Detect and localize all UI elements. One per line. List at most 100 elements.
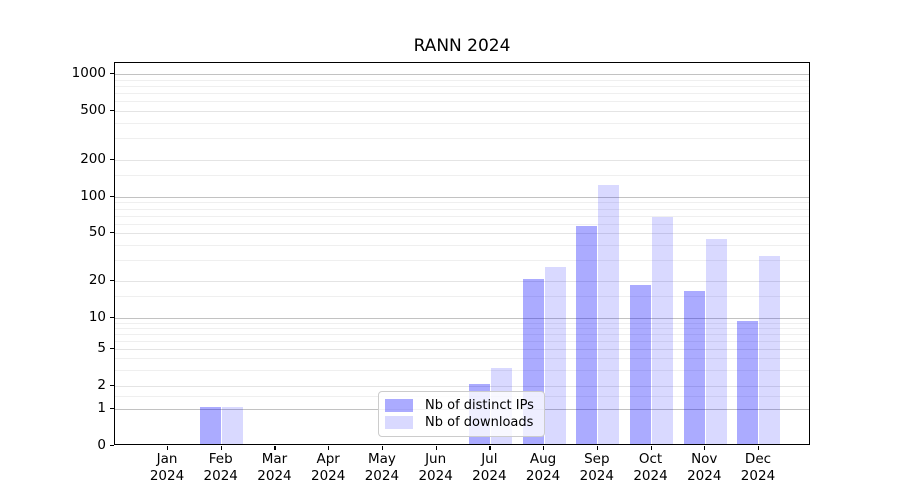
y-tick-label: 1	[97, 400, 106, 416]
x-tick-label-dec: Dec 2024	[716, 451, 800, 485]
gridline-minor	[115, 369, 809, 371]
x-tick-month: May	[367, 451, 396, 467]
x-tick-mark	[167, 446, 169, 450]
x-tick-year: 2024	[633, 468, 668, 484]
x-tick-mark	[757, 446, 760, 450]
gridline-minor	[115, 259, 809, 261]
bar-dec-downloads	[759, 256, 781, 444]
gridline-minor	[115, 85, 809, 87]
x-tick-year: 2024	[149, 468, 185, 484]
y-tick-label: 50	[88, 224, 106, 240]
gridline	[115, 160, 809, 161]
gridline-minor	[115, 122, 809, 124]
gridline-minor	[115, 244, 809, 246]
gridline	[115, 233, 809, 234]
x-tick-year: 2024	[203, 468, 238, 484]
x-tick-mark	[704, 446, 706, 450]
x-tick-mark	[220, 446, 222, 450]
y-tick-label: 20	[88, 272, 106, 288]
x-tick-year: 2024	[525, 468, 561, 484]
gridline-minor	[115, 138, 809, 140]
x-tick-month: Dec	[744, 451, 772, 467]
x-tick-mark	[489, 446, 491, 450]
y-tick-mark	[110, 110, 114, 112]
y-tick-label: 500	[80, 102, 106, 118]
legend-item-distinct-ips: Nb of distinct IPs	[385, 397, 536, 414]
x-tick-year: 2024	[364, 468, 400, 484]
gridline	[115, 349, 809, 350]
x-tick-mark	[328, 446, 330, 450]
gridline-major	[115, 318, 809, 319]
y-tick-mark	[110, 385, 114, 387]
gridline-minor	[115, 79, 809, 81]
legend: Nb of distinct IPs Nb of downloads	[378, 391, 545, 437]
gridline-minor	[115, 101, 809, 103]
gridline-minor	[115, 340, 809, 342]
gridline-minor	[115, 327, 809, 329]
x-tick-label-apr: Apr 2024	[286, 451, 370, 485]
bar-sep-distinct-ips	[576, 226, 598, 444]
gridline-minor	[115, 322, 809, 324]
bar-nov-downloads	[705, 238, 727, 444]
x-tick-year: 2024	[472, 468, 507, 484]
gridline-minor	[115, 208, 809, 210]
x-tick-mark	[435, 446, 437, 450]
legend-swatch-distinct-ips	[385, 399, 413, 412]
gridline-minor	[115, 333, 809, 335]
gridline	[115, 281, 809, 282]
legend-item-downloads: Nb of downloads	[385, 414, 536, 431]
gridline-minor	[115, 202, 809, 204]
x-tick-month: Jul	[481, 451, 498, 467]
y-tick-mark	[110, 408, 114, 410]
bar-feb-downloads	[222, 407, 244, 444]
x-tick-year: 2024	[257, 468, 292, 484]
bar-sep-downloads	[598, 185, 620, 444]
gridline-minor	[115, 223, 809, 225]
legend-swatch-downloads	[385, 416, 413, 429]
y-tick-mark	[110, 196, 114, 198]
x-tick-label-aug: Aug 2024	[501, 451, 585, 485]
x-tick-label-may: May 2024	[340, 451, 424, 485]
bar-aug-downloads	[544, 267, 566, 444]
x-tick-month: Aug	[529, 451, 557, 467]
x-tick-label-nov: Nov 2024	[662, 451, 746, 485]
y-tick-mark	[110, 73, 114, 75]
bar-feb-distinct-ips	[200, 407, 222, 444]
gridline-minor	[115, 296, 809, 298]
y-tick-mark	[110, 317, 114, 319]
x-tick-year: 2024	[687, 468, 722, 484]
x-tick-label-jul: Jul 2024	[447, 451, 531, 485]
chart-title: RANN 2024	[413, 36, 511, 56]
x-tick-month: Oct	[638, 451, 663, 467]
x-tick-mark	[274, 446, 276, 450]
x-tick-year: 2024	[740, 468, 776, 484]
gridline-minor	[115, 358, 809, 359]
x-tick-month: Feb	[208, 451, 233, 467]
x-tick-month: Nov	[691, 451, 718, 467]
y-tick-label: 2	[97, 377, 106, 393]
x-tick-year: 2024	[579, 468, 614, 484]
gridline-major	[115, 74, 809, 75]
x-tick-label-feb: Feb 2024	[179, 451, 263, 485]
plot-area	[114, 62, 810, 445]
y-tick-mark	[110, 445, 114, 447]
x-tick-mark	[650, 446, 652, 450]
x-tick-year: 2024	[418, 468, 453, 484]
legend-label-distinct-ips: Nb of distinct IPs	[425, 398, 534, 413]
y-tick-label: 1000	[71, 65, 106, 81]
y-tick-mark	[110, 232, 114, 234]
x-tick-label-sep: Sep 2024	[555, 451, 639, 485]
gridline	[115, 386, 809, 387]
x-tick-month: Mar	[261, 451, 288, 467]
y-tick-mark	[110, 280, 114, 282]
gridline-minor	[115, 175, 809, 177]
x-tick-label-jun: Jun 2024	[394, 451, 478, 485]
gridline-minor	[115, 215, 809, 217]
x-tick-label-jan: Jan 2024	[125, 451, 209, 485]
bar-oct-downloads	[652, 217, 674, 444]
legend-label-downloads: Nb of downloads	[425, 415, 534, 430]
gridline-minor	[115, 93, 809, 95]
x-tick-label-mar: Mar 2024	[232, 451, 316, 485]
x-tick-month: Jun	[425, 451, 447, 467]
